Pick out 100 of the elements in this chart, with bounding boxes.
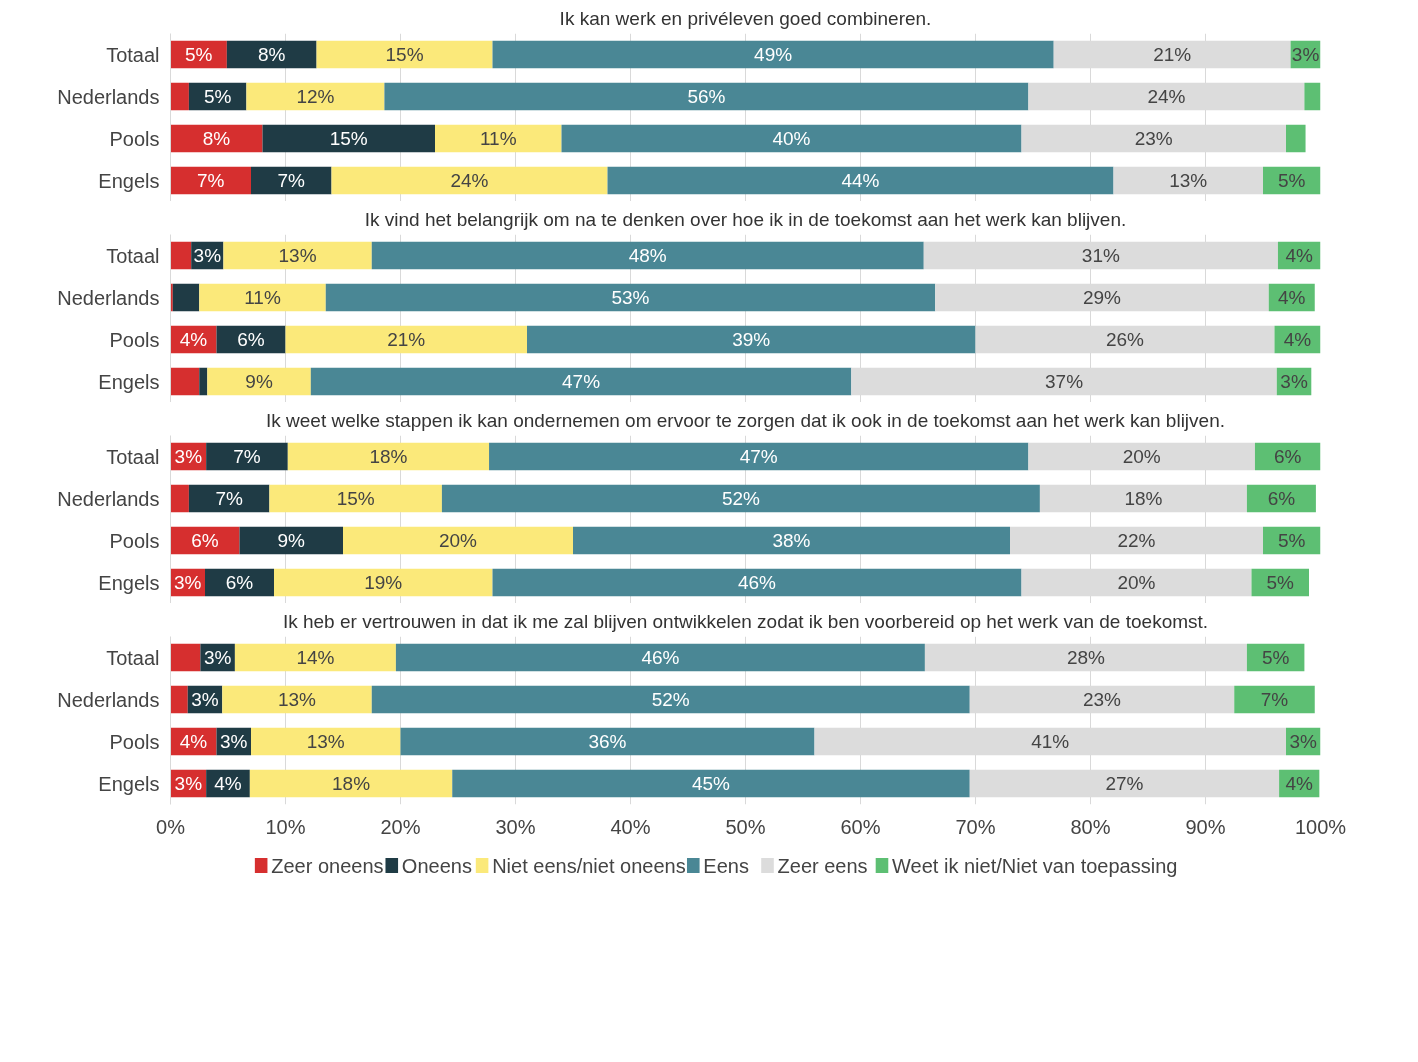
legend-label: Weet ik niet/Niet van toepassing <box>892 854 1178 877</box>
data-label: 6% <box>191 530 219 551</box>
data-label: 36% <box>588 731 627 752</box>
y-tick-label: Pools <box>109 529 160 552</box>
data-label: 7% <box>233 446 261 467</box>
chart-title: Ik vind het belangrijk om na te denken over hoe ik in de toekomst aan het werk kan blijven. <box>364 208 1127 230</box>
bar <box>206 442 288 471</box>
bar <box>207 367 311 396</box>
data-label: 5% <box>1278 530 1306 551</box>
data-label: 24% <box>1147 86 1186 107</box>
data-label: 38% <box>772 530 811 551</box>
y-tick-label: Nederlands <box>57 487 160 510</box>
y-tick-label: Nederlands <box>57 85 160 108</box>
bar <box>310 367 852 396</box>
bar <box>251 727 401 756</box>
bar <box>371 685 970 714</box>
data-label: 9% <box>277 530 306 551</box>
y-tick-label: Totaal <box>106 244 160 267</box>
data-label: 5% <box>1261 647 1290 668</box>
data-label: 18% <box>332 773 371 794</box>
y-tick-label: Pools <box>109 127 160 150</box>
data-label: 12% <box>296 86 335 107</box>
data-label: 18% <box>369 446 408 467</box>
legend-label: Zeer eens <box>777 854 868 877</box>
data-label: 27% <box>1105 773 1144 794</box>
chart-title: Ik weet welke stappen ik kan ondernemen om ervoor te zorgen dat ik ook in de toekomst aan het werk kan blijven. <box>266 409 1225 431</box>
bar <box>316 40 493 69</box>
x-tick-label: 70% <box>955 815 996 838</box>
bar <box>384 82 1029 111</box>
bar <box>249 769 453 798</box>
data-label: 5% <box>1278 170 1306 191</box>
data-label: 31% <box>1081 245 1120 266</box>
data-label: 29% <box>1082 287 1122 308</box>
bar <box>172 283 200 312</box>
data-label: 52% <box>651 689 690 710</box>
data-label: 4% <box>179 329 208 350</box>
data-label: 21% <box>1153 44 1192 65</box>
data-label: 3% <box>193 245 222 266</box>
bar <box>239 526 343 555</box>
data-label: 21% <box>387 329 426 350</box>
data-label: 52% <box>721 488 761 509</box>
data-label: 15% <box>336 488 375 509</box>
legend-label: Oneens <box>401 854 472 877</box>
bar <box>269 484 442 513</box>
bar <box>285 325 527 354</box>
data-label: 45% <box>691 773 731 794</box>
data-label: 47% <box>739 446 778 467</box>
bar <box>573 526 1010 555</box>
data-label: 4% <box>1278 287 1306 308</box>
data-label: 20% <box>438 530 478 551</box>
data-label: 15% <box>329 128 368 149</box>
data-label: 13% <box>278 245 317 266</box>
bar <box>325 283 936 312</box>
y-tick-label: Totaal <box>106 43 160 66</box>
y-tick-label: Engels <box>98 571 160 594</box>
bar <box>331 166 608 195</box>
x-tick-label: 20% <box>380 815 421 838</box>
x-tick-label: 80% <box>1070 815 1111 838</box>
data-label: 26% <box>1105 329 1145 350</box>
bar <box>170 82 189 111</box>
data-label: 18% <box>1124 488 1163 509</box>
x-tick-label: 40% <box>610 815 651 838</box>
data-label: 3% <box>1289 731 1318 752</box>
data-label: 14% <box>296 647 335 668</box>
x-tick-label: 90% <box>1185 815 1226 838</box>
data-label: 7% <box>277 170 306 191</box>
bar <box>170 685 188 714</box>
bar <box>223 241 372 270</box>
y-tick-label: Engels <box>98 772 160 795</box>
data-label: 7% <box>197 170 225 191</box>
data-label: 7% <box>1260 689 1289 710</box>
bar <box>222 685 372 714</box>
data-label: 3% <box>1291 44 1320 65</box>
data-label: 22% <box>1117 530 1156 551</box>
legend-label: Zeer oneens <box>271 854 384 877</box>
x-tick-label: 0% <box>156 815 186 838</box>
bar <box>452 769 970 798</box>
bar <box>607 166 1114 195</box>
bar <box>234 643 396 672</box>
data-label: 4% <box>1285 773 1314 794</box>
data-label: 28% <box>1066 647 1106 668</box>
y-tick-label: Totaal <box>106 445 160 468</box>
data-label: 44% <box>841 170 880 191</box>
y-tick-label: Nederlands <box>57 688 160 711</box>
data-label: 4% <box>179 731 208 752</box>
data-label: 4% <box>214 773 242 794</box>
data-label: 23% <box>1082 689 1122 710</box>
data-label: 13% <box>277 689 317 710</box>
bar <box>492 40 1054 69</box>
data-label: 20% <box>1122 446 1161 467</box>
data-label: 6% <box>237 329 265 350</box>
y-tick-label: Engels <box>98 370 160 393</box>
data-label: 15% <box>385 44 424 65</box>
y-tick-label: Totaal <box>106 646 160 669</box>
bar <box>199 367 208 396</box>
x-tick-label: 10% <box>265 815 306 838</box>
y-tick-label: Pools <box>109 328 160 351</box>
bar <box>400 727 815 756</box>
data-label: 6% <box>225 572 254 593</box>
bar <box>170 241 192 270</box>
